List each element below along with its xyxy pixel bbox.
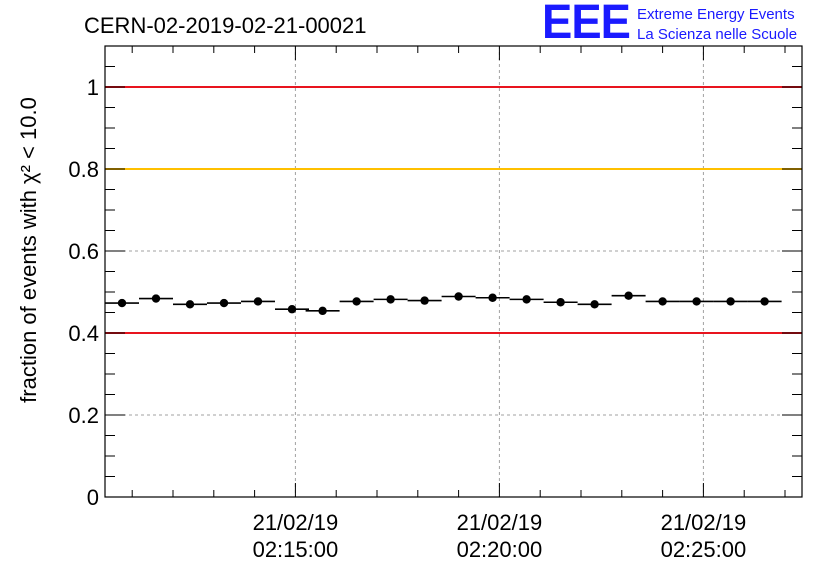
- grid-lines: [105, 46, 802, 497]
- data-point: [117, 298, 127, 308]
- plot-frame: [104, 45, 803, 498]
- y-tick-label: 0.6: [68, 239, 99, 264]
- y-tick-label: 1: [87, 75, 99, 100]
- data-point: [760, 297, 769, 306]
- data-point: [318, 306, 327, 316]
- reference-lines: [105, 86, 802, 334]
- x-tick-date-label: 21/02/19: [457, 510, 543, 535]
- eee-logo: EEE Extreme Energy Events La Scienza nel…: [542, 0, 797, 49]
- data-point: [522, 295, 531, 304]
- data-point: [726, 297, 735, 306]
- data-point: [253, 297, 263, 306]
- data-point: [352, 297, 361, 306]
- y-tick-label: 0.8: [68, 157, 99, 182]
- run-id-title: CERN-02-2019-02-21-00021: [84, 13, 367, 38]
- data-point: [556, 298, 565, 307]
- eee-logo-mark: EEE: [542, 0, 630, 49]
- data-point: [287, 305, 297, 314]
- data-point: [219, 298, 229, 308]
- x-tick-time-label: 02:20:00: [457, 537, 543, 562]
- data-point: [624, 291, 633, 300]
- data-point: [658, 297, 667, 306]
- data-point: [488, 293, 497, 302]
- data-point: [185, 300, 195, 309]
- x-tick-date-label: 21/02/19: [661, 510, 747, 535]
- eee-logo-line1: Extreme Energy Events: [637, 6, 795, 23]
- data-point: [420, 296, 429, 305]
- y-tick-label: 0: [87, 485, 99, 510]
- x-tick-time-label: 02:15:00: [253, 537, 339, 562]
- x-tick-labels: 21/02/1902:15:0021/02/1902:20:0021/02/19…: [253, 510, 747, 562]
- data-point: [151, 294, 161, 303]
- eee-logo-line2: La Scienza nelle Scuole: [637, 26, 797, 43]
- data-point: [590, 300, 599, 309]
- y-tick-label: 0.4: [68, 321, 99, 346]
- y-axis-title: fraction of events with χ² < 10.0: [16, 97, 41, 403]
- x-tick-date-label: 21/02/19: [253, 510, 339, 535]
- y-tick-label: 0.2: [68, 403, 99, 428]
- axis-ticks: [105, 46, 802, 498]
- data-points: [105, 291, 782, 316]
- data-point: [692, 297, 701, 306]
- data-point: [386, 295, 395, 304]
- data-point: [454, 292, 463, 301]
- x-tick-time-label: 02:25:00: [661, 537, 747, 562]
- y-tick-labels: 0 0.2 0.4 0.6 0.8 1: [68, 75, 99, 510]
